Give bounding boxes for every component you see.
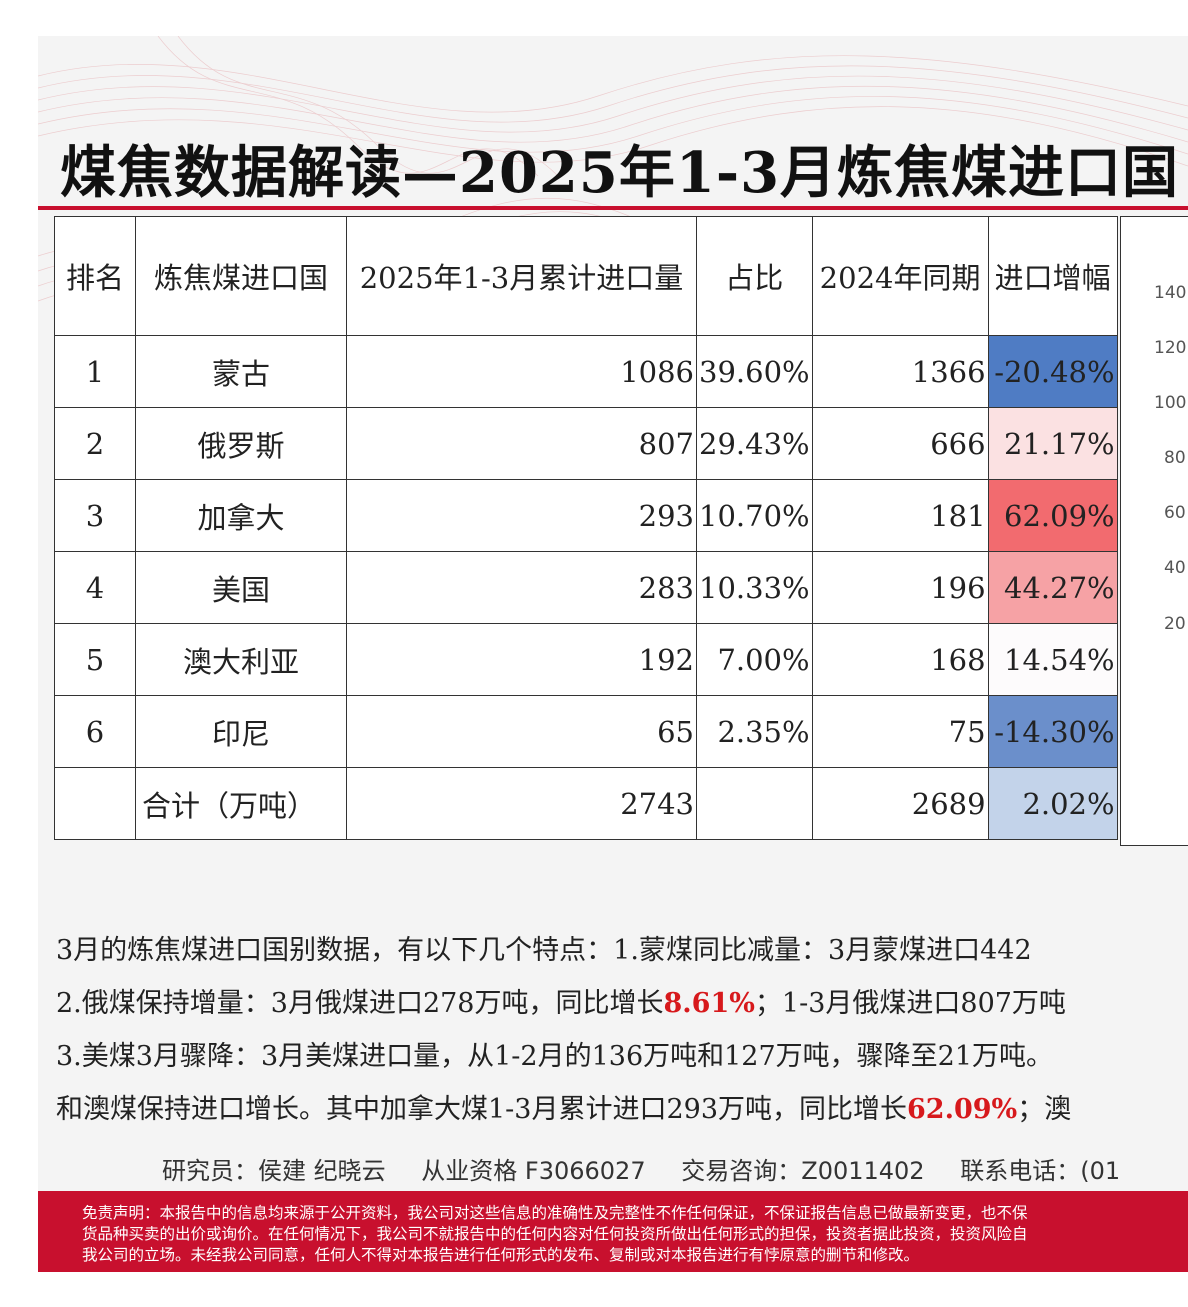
disclaimer-line: 货品种买卖的出价或询价。在任何情况下，我公司不就报告中的任何内容对任何投资所做出… <box>82 1225 1028 1243</box>
cell-prev-year: 168 <box>811 623 989 696</box>
disclaimer-line: 我公司的立场。未经我公司同意，任何人不得对本报告进行任何形式的发布、复制或对本报… <box>82 1246 920 1264</box>
cell-country: 澳大利亚 <box>135 623 347 696</box>
cell-share: 7.00% <box>696 623 813 696</box>
cell-rank: 3 <box>54 479 136 552</box>
cell-prev-year: 196 <box>811 551 989 624</box>
cell-rank: 1 <box>54 335 136 408</box>
cell-prev-year: 181 <box>811 479 989 552</box>
cell-country: 蒙古 <box>135 335 347 408</box>
cell-growth: 14.54% <box>987 623 1118 696</box>
cell-total-label: 合计（万吨） <box>135 767 347 840</box>
contact-info: 研究员：侯建 纪晓云 从业资格 F3066027 交易咨询：Z0011402 联… <box>162 1151 1148 1186</box>
cell-share <box>696 767 813 840</box>
cell-prev-year: 75 <box>811 695 989 768</box>
table-total-row: 合计（万吨） 2743 2689 2.02% <box>54 767 1118 840</box>
cell-prev-year: 666 <box>811 407 989 480</box>
cell-share: 10.33% <box>696 551 813 624</box>
paragraph-line: 3月的炼焦煤进口国别数据，有以下几个特点：1.蒙煤同比减量：3月蒙煤进口442 <box>56 935 1032 966</box>
cell-total-prev-year: 2689 <box>811 767 989 840</box>
cell-share: 29.43% <box>696 407 813 480</box>
paragraph-line: 和澳煤保持进口增长。其中加拿大煤1-3月累计进口293万吨，同比增长62.09%… <box>56 1083 1188 1136</box>
report-title: 煤焦数据解读—2025年1-3月炼焦煤进口国 <box>60 140 1180 206</box>
report-page: 煤焦数据解读—2025年1-3月炼焦煤进口国 排名 炼焦煤进口国 2025年1-… <box>38 36 1188 1272</box>
y-tick-label: 20 <box>1164 614 1186 634</box>
cell-growth: 62.09% <box>987 479 1118 552</box>
table-header-row: 排名 炼焦煤进口国 2025年1-3月累计进口量 占比 2024年同期 进口增幅 <box>54 216 1118 336</box>
header-volume: 2025年1-3月累计进口量 <box>346 216 697 336</box>
cell-country: 俄罗斯 <box>135 407 347 480</box>
cell-country: 加拿大 <box>135 479 347 552</box>
y-tick-label: 120 <box>1154 338 1187 358</box>
header-growth: 进口增幅 <box>987 216 1118 336</box>
highlight-value: 8.61% <box>663 988 755 1019</box>
header-rank: 排名 <box>54 216 136 336</box>
title-underline <box>38 206 1188 210</box>
paragraph-text: 2.俄煤保持增量：3月俄煤进口278万吨，同比增长 <box>56 988 664 1019</box>
qualification-number: 从业资格 F3066027 <box>421 1157 646 1185</box>
coking-coal-import-table: 排名 炼焦煤进口国 2025年1-3月累计进口量 占比 2024年同期 进口增幅… <box>54 216 1118 840</box>
cell-rank: 6 <box>54 695 136 768</box>
disclaimer-line: 免责声明：本报告中的信息均来源于公开资料，我公司对这些信息的准确性及完整性不作任… <box>82 1204 1028 1222</box>
consult-number: 交易咨询：Z0011402 <box>681 1157 925 1185</box>
cell-volume: 192 <box>346 623 697 696</box>
cell-country: 印尼 <box>135 695 347 768</box>
cell-rank: 2 <box>54 407 136 480</box>
contact-phone: 联系电话：(01 <box>960 1157 1121 1185</box>
table-row: 5 澳大利亚 192 7.00% 168 14.54% <box>54 623 1118 696</box>
cell-growth: -20.48% <box>987 335 1118 408</box>
paragraph-text: ；1-3月俄煤进口807万吨 <box>754 988 1066 1019</box>
y-tick-label: 100 <box>1154 393 1187 413</box>
y-tick-label: 60 <box>1164 503 1186 523</box>
cell-growth: 21.17% <box>987 407 1118 480</box>
highlight-value: 62.09% <box>907 1094 1018 1125</box>
cell-share: 10.70% <box>696 479 813 552</box>
cell-prev-year: 1366 <box>811 335 989 408</box>
cell-volume: 807 <box>346 407 697 480</box>
table-row: 2 俄罗斯 807 29.43% 666 21.17% <box>54 407 1118 480</box>
cell-volume: 1086 <box>346 335 697 408</box>
cell-share: 2.35% <box>696 695 813 768</box>
cell-volume: 65 <box>346 695 697 768</box>
header-share: 占比 <box>696 216 813 336</box>
side-chart-panel: 140 120 100 80 60 40 20 <box>1120 216 1188 846</box>
paragraph-text: 和澳煤保持进口增长。其中加拿大煤1-3月累计进口293万吨，同比增长 <box>56 1094 908 1125</box>
y-tick-label: 80 <box>1164 448 1186 468</box>
cell-volume: 293 <box>346 479 697 552</box>
table-row: 6 印尼 65 2.35% 75 -14.30% <box>54 695 1118 768</box>
cell-rank: 5 <box>54 623 136 696</box>
disclaimer-footer: 免责声明：本报告中的信息均来源于公开资料，我公司对这些信息的准确性及完整性不作任… <box>38 1191 1188 1272</box>
table-row: 1 蒙古 1086 39.60% 1366 -20.48% <box>54 335 1118 408</box>
analysis-paragraph: 3月的炼焦煤进口国别数据，有以下几个特点：1.蒙煤同比减量：3月蒙煤进口442 … <box>56 924 1188 1136</box>
cell-total-growth: 2.02% <box>987 767 1118 840</box>
cell-total-volume: 2743 <box>346 767 697 840</box>
paragraph-line: 2.俄煤保持增量：3月俄煤进口278万吨，同比增长8.61%；1-3月俄煤进口8… <box>56 977 1188 1030</box>
cell-growth: 44.27% <box>987 551 1118 624</box>
cell-country: 美国 <box>135 551 347 624</box>
cell-volume: 283 <box>346 551 697 624</box>
y-tick-label: 40 <box>1164 558 1186 578</box>
y-tick-label: 140 <box>1154 283 1187 303</box>
cell-rank: 4 <box>54 551 136 624</box>
header-prev-year: 2024年同期 <box>811 216 989 336</box>
cell-share: 39.60% <box>696 335 813 408</box>
researcher-name: 研究员：侯建 纪晓云 <box>162 1157 386 1185</box>
cell-growth: -14.30% <box>987 695 1118 768</box>
paragraph-line: 3.美煤3月骤降：3月美煤进口量，从1-2月的136万吨和127万吨，骤降至21… <box>56 1041 1054 1072</box>
cell-rank <box>54 767 136 840</box>
header-country: 炼焦煤进口国 <box>135 216 347 336</box>
paragraph-text: ；澳 <box>1017 1094 1072 1125</box>
table-row: 4 美国 283 10.33% 196 44.27% <box>54 551 1118 624</box>
table-row: 3 加拿大 293 10.70% 181 62.09% <box>54 479 1118 552</box>
